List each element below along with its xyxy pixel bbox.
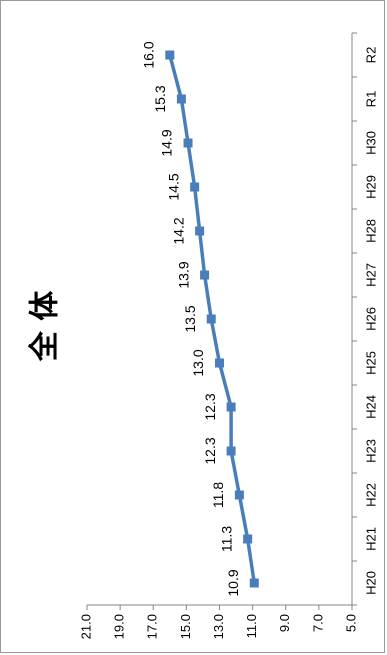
category-tick-label: H29 <box>363 175 378 199</box>
data-label: 14.9 <box>159 129 175 156</box>
data-label: 11.3 <box>218 526 234 552</box>
value-tick-label: 19.0 <box>112 614 127 639</box>
data-label: 12.3 <box>202 393 218 420</box>
category-tick-label: H22 <box>363 483 378 507</box>
data-label: 14.2 <box>170 217 186 244</box>
data-point-marker <box>200 270 210 280</box>
category-tick-label: H21 <box>363 527 378 551</box>
value-axis: 5.0 7.0 9.0 11.0 13.0 15.0 17.0 19.0 21.0 <box>78 604 358 639</box>
category-tick-label: H26 <box>363 307 378 331</box>
data-point-marker <box>243 534 253 544</box>
data-point-marker <box>190 182 200 192</box>
data-point-marker <box>165 50 175 60</box>
category-axis: H20 H21 H22 H23 H24 H25 H26 H27 H28 H29 H30 R1 R2 <box>351 32 378 606</box>
data-label: 15.3 <box>152 85 168 112</box>
category-tick-label: H23 <box>363 439 378 463</box>
category-tick-label: H28 <box>363 219 378 243</box>
value-tick-label: 15.0 <box>178 614 193 639</box>
data-point-marker <box>176 94 186 104</box>
data-label: 12.3 <box>202 437 218 464</box>
data-point-marker <box>195 226 205 236</box>
data-point-marker <box>226 402 236 412</box>
data-point-marker <box>226 446 236 456</box>
series-layer <box>165 50 259 588</box>
data-label: 13.5 <box>182 305 198 332</box>
category-tick-label: H27 <box>363 263 378 287</box>
category-tick-label: H30 <box>363 131 378 155</box>
value-tick-label: 11.0 <box>244 614 259 638</box>
chart-title: 全 体 <box>28 290 63 362</box>
data-label: 10.9 <box>225 569 241 596</box>
value-tick-label: 9.0 <box>277 614 292 632</box>
value-tick-label: 17.0 <box>145 614 160 639</box>
category-tick-label: H20 <box>363 571 378 595</box>
data-label: 13.0 <box>190 349 206 376</box>
category-tick-label: R2 <box>363 47 378 64</box>
category-tick-label: H24 <box>363 395 378 419</box>
category-tick-label: R1 <box>363 91 378 108</box>
data-point-marker <box>206 314 216 324</box>
category-tick-label: H25 <box>363 351 378 375</box>
value-tick-label: 13.0 <box>211 614 226 639</box>
data-label: 16.0 <box>141 41 157 68</box>
data-label-layer: 10.9 11.3 11.8 12.3 12.3 13.0 13.5 13.9 14.2 14.5… <box>141 41 241 596</box>
data-label: 14.5 <box>165 173 181 200</box>
value-tick-label: 21.0 <box>78 614 93 639</box>
data-point-marker <box>183 138 193 148</box>
data-point-marker <box>249 578 259 588</box>
data-label: 11.8 <box>210 482 226 508</box>
data-label: 13.9 <box>175 261 191 288</box>
value-tick-label: 5.0 <box>343 614 358 632</box>
data-point-marker <box>234 490 244 500</box>
value-tick-label: 7.0 <box>310 614 325 632</box>
data-point-marker <box>215 358 224 368</box>
